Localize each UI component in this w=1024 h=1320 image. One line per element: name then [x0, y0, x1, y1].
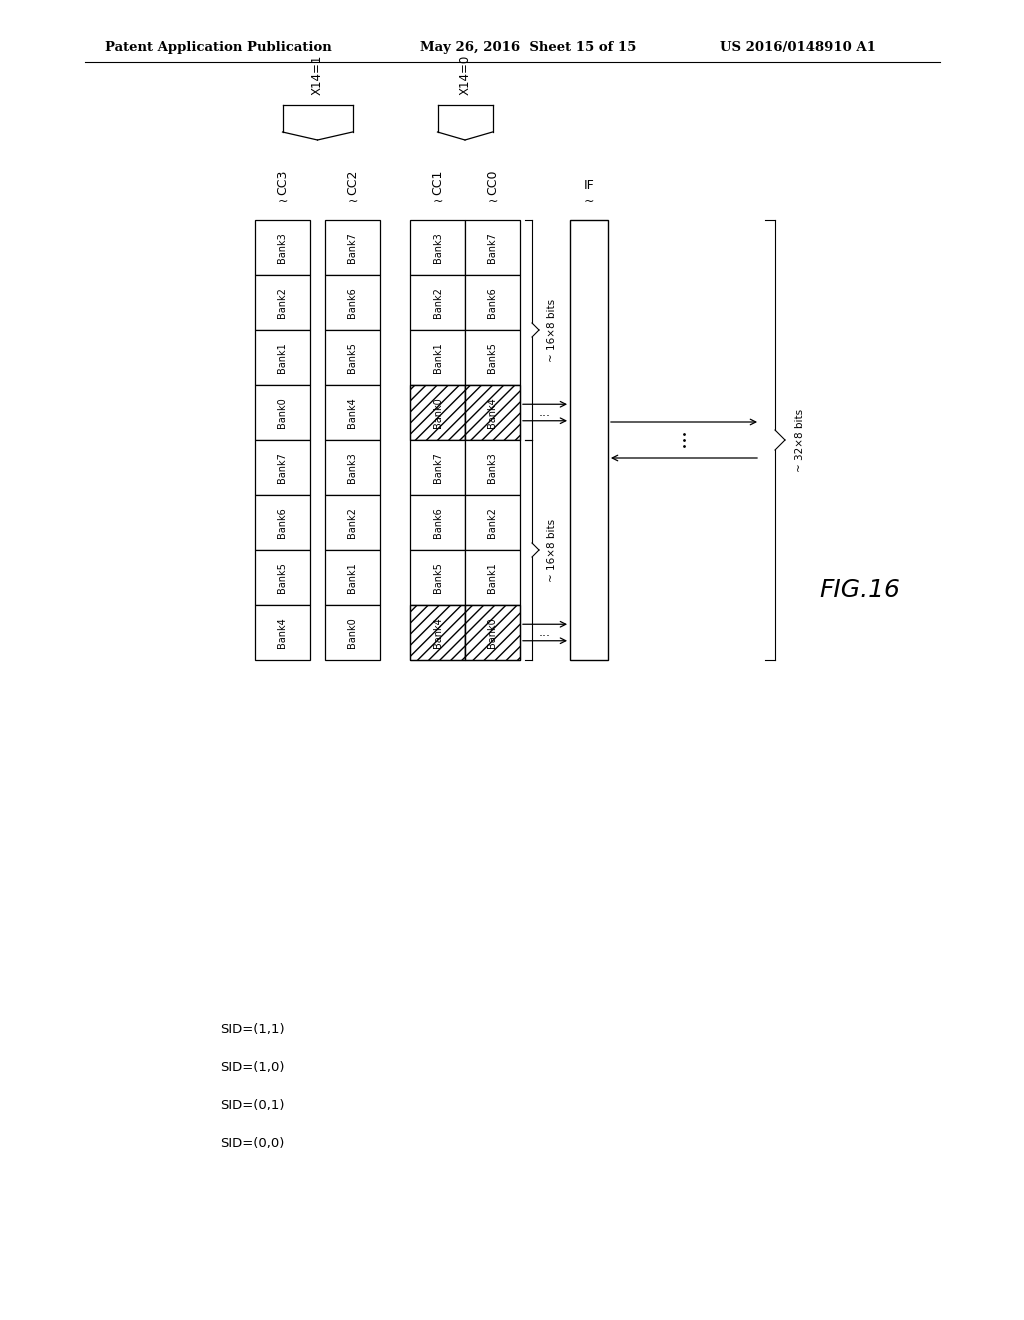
Text: Bank0: Bank0 — [432, 397, 442, 428]
Bar — [410, 385, 465, 440]
Text: CC1: CC1 — [431, 170, 444, 195]
Text: FIG.16: FIG.16 — [819, 578, 900, 602]
Bar — [325, 220, 380, 275]
Bar — [465, 275, 520, 330]
Text: CC2: CC2 — [346, 170, 359, 195]
Bar — [410, 605, 465, 660]
Text: May 26, 2016  Sheet 15 of 15: May 26, 2016 Sheet 15 of 15 — [420, 41, 636, 54]
Text: Bank7: Bank7 — [347, 232, 357, 263]
Bar — [255, 605, 310, 660]
Text: ~ 16×8 bits: ~ 16×8 bits — [547, 519, 557, 582]
Bar — [325, 550, 380, 605]
Bar — [410, 605, 465, 660]
Text: Bank2: Bank2 — [347, 507, 357, 539]
Text: ...: ... — [539, 407, 551, 418]
Text: SID=(1,1): SID=(1,1) — [220, 1023, 285, 1036]
Text: ~: ~ — [278, 195, 288, 209]
Bar — [410, 495, 465, 550]
Bar — [410, 385, 465, 440]
Text: Bank0: Bank0 — [487, 618, 498, 648]
Text: Bank4: Bank4 — [278, 618, 288, 648]
Bar — [570, 220, 608, 660]
Bar — [410, 220, 465, 275]
Text: IF: IF — [584, 180, 594, 191]
Text: Bank6: Bank6 — [432, 507, 442, 537]
Text: X14=1: X14=1 — [311, 54, 324, 95]
Text: Bank3: Bank3 — [278, 232, 288, 263]
Text: Bank1: Bank1 — [278, 342, 288, 372]
Text: Bank5: Bank5 — [432, 562, 442, 593]
Bar — [255, 550, 310, 605]
Bar — [325, 495, 380, 550]
Bar — [255, 385, 310, 440]
Bar — [255, 330, 310, 385]
Text: SID=(1,0): SID=(1,0) — [220, 1061, 285, 1074]
Bar — [410, 330, 465, 385]
Text: Bank0: Bank0 — [347, 618, 357, 648]
Text: Bank4: Bank4 — [432, 618, 442, 648]
Bar — [325, 275, 380, 330]
Bar — [255, 440, 310, 495]
Text: Bank7: Bank7 — [278, 451, 288, 483]
Bar — [465, 385, 520, 440]
Text: Bank1: Bank1 — [487, 562, 498, 593]
Bar — [465, 605, 520, 660]
Text: Bank5: Bank5 — [278, 562, 288, 593]
Bar — [325, 330, 380, 385]
Bar — [255, 495, 310, 550]
Bar — [410, 440, 465, 495]
Text: Bank2: Bank2 — [278, 286, 288, 318]
Bar — [255, 275, 310, 330]
Bar — [465, 220, 520, 275]
Bar — [465, 550, 520, 605]
Text: Bank0: Bank0 — [278, 397, 288, 428]
Text: Patent Application Publication: Patent Application Publication — [105, 41, 332, 54]
Text: Bank5: Bank5 — [347, 342, 357, 374]
Bar — [325, 385, 380, 440]
Text: Bank1: Bank1 — [432, 342, 442, 372]
Text: SID=(0,1): SID=(0,1) — [220, 1100, 285, 1113]
Text: Bank1: Bank1 — [347, 562, 357, 593]
Bar — [465, 440, 520, 495]
Text: CC0: CC0 — [486, 169, 499, 195]
Text: Bank7: Bank7 — [432, 451, 442, 483]
Text: ~: ~ — [584, 195, 594, 209]
Bar — [465, 495, 520, 550]
Text: CC3: CC3 — [276, 170, 289, 195]
Text: Bank2: Bank2 — [487, 507, 498, 539]
Bar — [325, 440, 380, 495]
Text: Bank2: Bank2 — [432, 286, 442, 318]
Text: Bank7: Bank7 — [487, 232, 498, 263]
Text: Bank5: Bank5 — [487, 342, 498, 374]
Bar — [465, 605, 520, 660]
Text: Bank3: Bank3 — [432, 232, 442, 263]
Bar — [465, 330, 520, 385]
Text: Bank6: Bank6 — [278, 507, 288, 537]
Text: Bank3: Bank3 — [487, 453, 498, 483]
Text: ...: ... — [539, 626, 551, 639]
Bar — [465, 385, 520, 440]
Text: Bank4: Bank4 — [347, 397, 357, 428]
Text: Bank3: Bank3 — [347, 453, 357, 483]
Text: ~: ~ — [432, 195, 442, 209]
Text: ~: ~ — [487, 195, 498, 209]
Bar — [255, 220, 310, 275]
Text: SID=(0,0): SID=(0,0) — [220, 1138, 285, 1151]
Text: ~ 16×8 bits: ~ 16×8 bits — [547, 298, 557, 362]
Text: X14=0: X14=0 — [459, 54, 471, 95]
Text: Bank6: Bank6 — [347, 288, 357, 318]
Text: Bank4: Bank4 — [487, 397, 498, 428]
Bar — [325, 605, 380, 660]
Bar — [410, 275, 465, 330]
Text: ~ 32×8 bits: ~ 32×8 bits — [795, 408, 805, 471]
Text: Bank6: Bank6 — [487, 288, 498, 318]
Text: US 2016/0148910 A1: US 2016/0148910 A1 — [720, 41, 876, 54]
Text: ~: ~ — [347, 195, 357, 209]
Bar — [410, 550, 465, 605]
